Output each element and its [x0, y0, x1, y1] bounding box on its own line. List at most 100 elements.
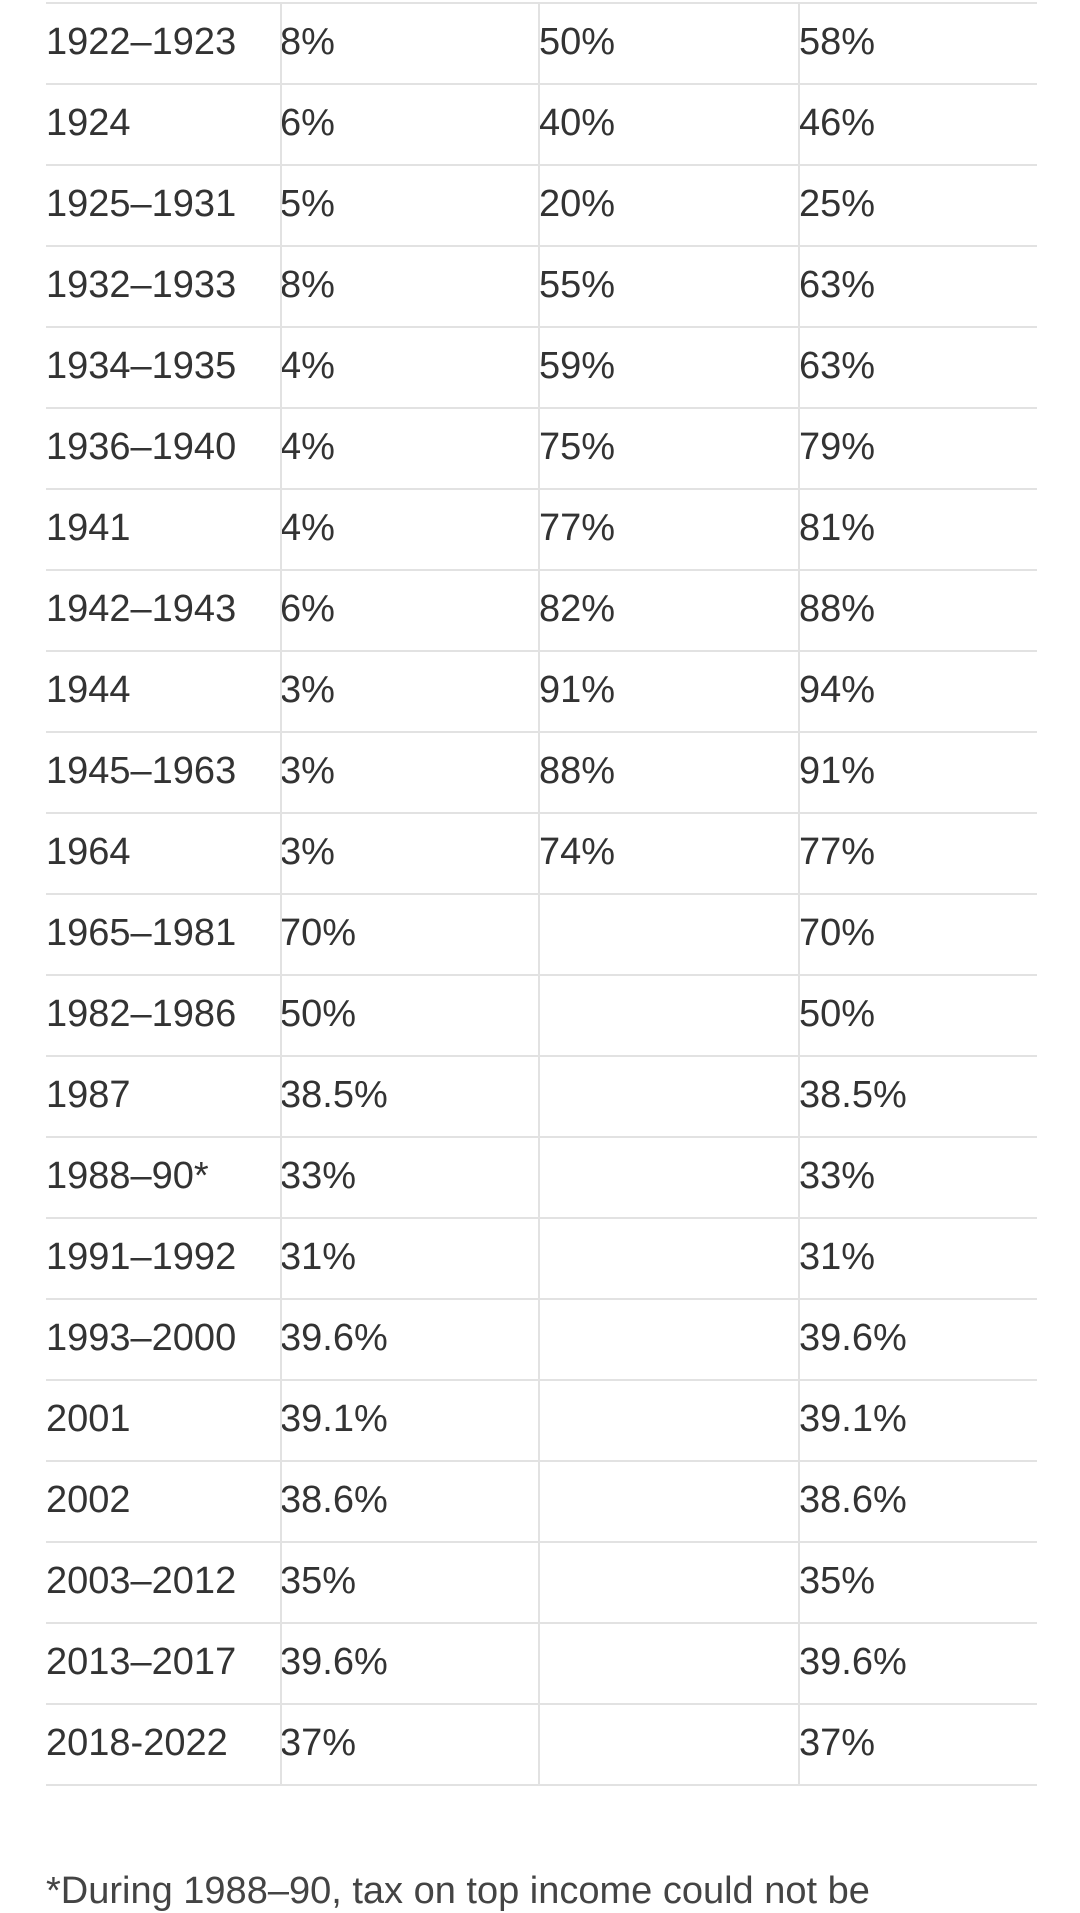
rate-cell: 63%: [799, 345, 876, 387]
row-divider: [46, 1217, 1037, 1219]
rate-cell: 38.6%: [799, 1479, 907, 1521]
rate-cell: 38.6%: [280, 1479, 388, 1521]
row-divider: [46, 83, 1037, 85]
year-cell: 1932–1933: [46, 264, 237, 306]
year-cell: 1982–1986: [46, 993, 237, 1035]
footnote: *During 1988–90, tax on top income could…: [46, 1870, 870, 1912]
rate-cell: 37%: [280, 1722, 357, 1764]
rate-cell: 8%: [280, 21, 335, 63]
year-cell: 1942–1943: [46, 588, 237, 630]
rate-cell: 35%: [799, 1560, 876, 1602]
rate-cell: 4%: [280, 507, 335, 549]
row-divider: [46, 1784, 1037, 1786]
column-divider: [280, 2, 282, 1784]
year-cell: 2001: [46, 1398, 131, 1440]
row-divider: [46, 1055, 1037, 1057]
row-divider: [46, 2, 1037, 4]
year-cell: 2018-2022: [46, 1722, 228, 1764]
row-divider: [46, 1298, 1037, 1300]
rate-cell: 31%: [280, 1236, 357, 1278]
year-cell: 2013–2017: [46, 1641, 237, 1683]
rate-cell: 33%: [280, 1155, 357, 1197]
year-cell: 1988–90*: [46, 1155, 209, 1197]
rate-cell: 38.5%: [799, 1074, 907, 1116]
year-cell: 1924: [46, 102, 131, 144]
rate-cell: 50%: [799, 993, 876, 1035]
year-cell: 1964: [46, 831, 131, 873]
rate-cell: 50%: [539, 21, 616, 63]
rate-cell: 59%: [539, 345, 616, 387]
row-divider: [46, 245, 1037, 247]
rate-cell: 39.6%: [280, 1641, 388, 1683]
row-divider: [46, 731, 1037, 733]
rate-cell: 91%: [799, 750, 876, 792]
rate-cell: 74%: [539, 831, 616, 873]
rate-cell: 5%: [280, 183, 335, 225]
row-divider: [46, 1622, 1037, 1624]
row-divider: [46, 569, 1037, 571]
rate-cell: 94%: [799, 669, 876, 711]
rate-cell: 39.1%: [280, 1398, 388, 1440]
year-cell: 1993–2000: [46, 1317, 237, 1359]
row-divider: [46, 326, 1037, 328]
rate-cell: 39.6%: [799, 1641, 907, 1683]
row-divider: [46, 1379, 1037, 1381]
rate-cell: 39.6%: [799, 1317, 907, 1359]
row-divider: [46, 1541, 1037, 1543]
row-divider: [46, 1703, 1037, 1705]
year-cell: 2003–2012: [46, 1560, 237, 1602]
rate-cell: 88%: [539, 750, 616, 792]
rate-cell: 82%: [539, 588, 616, 630]
year-cell: 1934–1935: [46, 345, 237, 387]
rate-cell: 79%: [799, 426, 876, 468]
rate-cell: 4%: [280, 345, 335, 387]
rate-cell: 88%: [799, 588, 876, 630]
year-cell: 1987: [46, 1074, 131, 1116]
rate-cell: 75%: [539, 426, 616, 468]
column-divider: [798, 2, 800, 1784]
rate-cell: 38.5%: [280, 1074, 388, 1116]
year-cell: 1965–1981: [46, 912, 237, 954]
rate-cell: 70%: [799, 912, 876, 954]
rate-cell: 6%: [280, 588, 335, 630]
rate-cell: 50%: [280, 993, 357, 1035]
rate-cell: 58%: [799, 21, 876, 63]
rate-cell: 37%: [799, 1722, 876, 1764]
year-cell: 1925–1931: [46, 183, 237, 225]
rate-cell: 6%: [280, 102, 335, 144]
year-cell: 1922–1923: [46, 21, 237, 63]
year-cell: 1944: [46, 669, 131, 711]
rate-cell: 20%: [539, 183, 616, 225]
row-divider: [46, 488, 1037, 490]
year-cell: 1991–1992: [46, 1236, 237, 1278]
rate-cell: 40%: [539, 102, 616, 144]
year-cell: 1936–1940: [46, 426, 237, 468]
row-divider: [46, 812, 1037, 814]
rate-cell: 77%: [539, 507, 616, 549]
rate-cell: 33%: [799, 1155, 876, 1197]
rate-cell: 81%: [799, 507, 876, 549]
year-cell: 2002: [46, 1479, 131, 1521]
rate-cell: 46%: [799, 102, 876, 144]
year-cell: 1941: [46, 507, 131, 549]
rate-cell: 77%: [799, 831, 876, 873]
rate-cell: 31%: [799, 1236, 876, 1278]
row-divider: [46, 1136, 1037, 1138]
row-divider: [46, 1460, 1037, 1462]
rate-cell: 91%: [539, 669, 616, 711]
row-divider: [46, 974, 1037, 976]
rate-cell: 39.6%: [280, 1317, 388, 1359]
rate-cell: 3%: [280, 669, 335, 711]
row-divider: [46, 650, 1037, 652]
rate-cell: 55%: [539, 264, 616, 306]
rate-cell: 3%: [280, 831, 335, 873]
rate-cell: 8%: [280, 264, 335, 306]
row-divider: [46, 407, 1037, 409]
row-divider: [46, 893, 1037, 895]
rate-cell: 63%: [799, 264, 876, 306]
rate-cell: 25%: [799, 183, 876, 225]
column-divider: [538, 2, 540, 1784]
rate-cell: 35%: [280, 1560, 357, 1602]
row-divider: [46, 164, 1037, 166]
